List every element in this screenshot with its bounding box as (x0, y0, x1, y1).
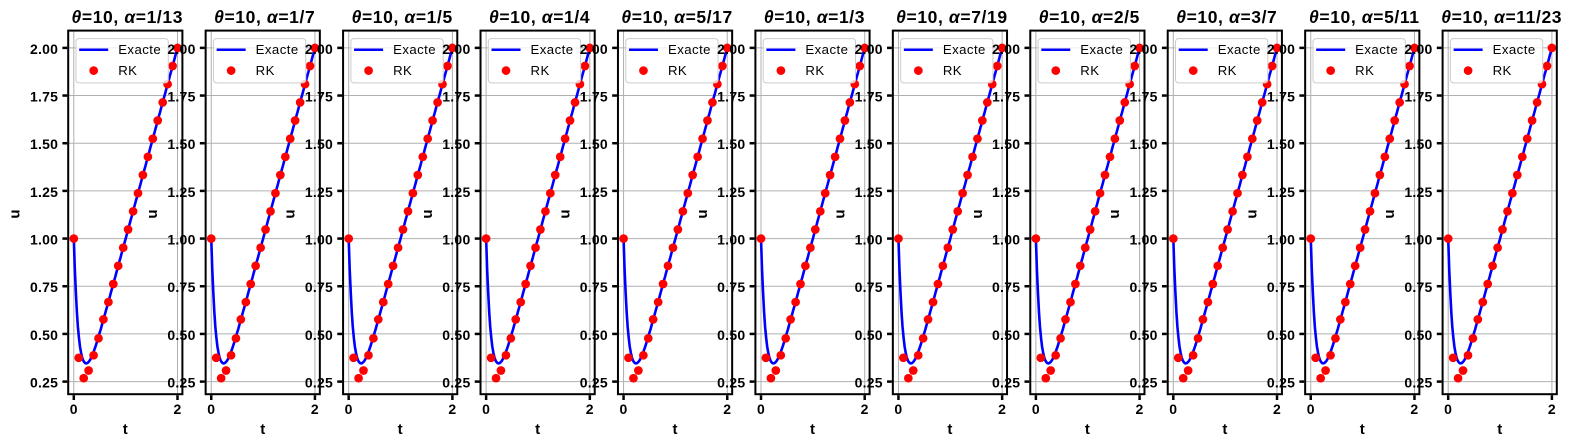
svg-text:θ=10, α=7/19: θ=10, α=7/19 (896, 7, 1008, 27)
svg-text:θ=10, α=2/5: θ=10, α=2/5 (1039, 7, 1140, 27)
svg-text:θ=10, α=1/7: θ=10, α=1/7 (214, 7, 315, 27)
svg-text:θ=10, α=1/4: θ=10, α=1/4 (489, 7, 590, 27)
svg-text:θ=10, α=5/17: θ=10, α=5/17 (621, 7, 733, 27)
svg-text:θ=10, α=1/13: θ=10, α=1/13 (72, 7, 184, 27)
svg-text:θ=10, α=11/23: θ=10, α=11/23 (1441, 7, 1562, 27)
svg-text:θ=10, α=1/3: θ=10, α=1/3 (764, 7, 865, 27)
svg-text:θ=10, α=1/5: θ=10, α=1/5 (352, 7, 453, 27)
svg-text:θ=10, α=5/11: θ=10, α=5/11 (1309, 7, 1420, 27)
svg-text:θ=10, α=3/7: θ=10, α=3/7 (1176, 7, 1277, 27)
